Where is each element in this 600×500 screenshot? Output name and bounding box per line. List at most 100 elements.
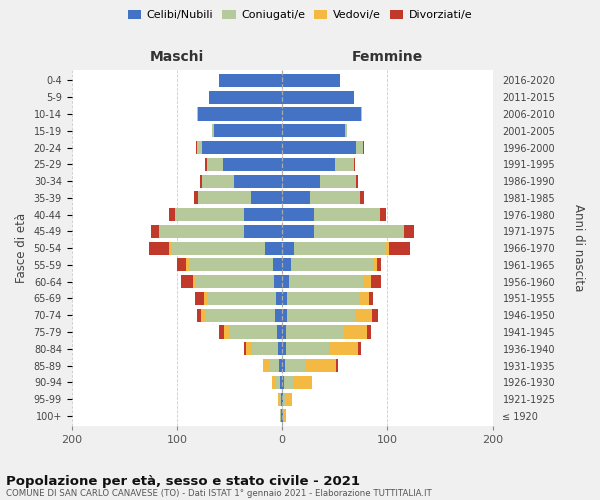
Bar <box>198 108 282 120</box>
Bar <box>224 326 230 338</box>
Bar <box>377 258 381 272</box>
Bar <box>310 192 360 204</box>
Bar <box>219 74 282 87</box>
Bar <box>282 275 289 288</box>
Bar <box>281 410 282 422</box>
Bar <box>282 410 283 422</box>
Bar <box>275 308 282 322</box>
Bar <box>356 141 363 154</box>
Bar <box>278 342 282 355</box>
Bar <box>282 124 346 138</box>
Bar <box>363 141 364 154</box>
Bar <box>282 292 287 305</box>
Bar <box>286 359 307 372</box>
Bar <box>187 258 188 272</box>
Bar <box>195 275 274 288</box>
Bar <box>282 342 286 355</box>
Bar <box>307 359 336 372</box>
Bar <box>361 108 362 120</box>
Bar <box>223 158 282 171</box>
Bar <box>263 359 269 372</box>
Bar <box>181 275 193 288</box>
Bar <box>214 124 282 138</box>
Bar <box>219 326 224 338</box>
Legend: Celibi/Nubili, Coniugati/e, Vedovi/e, Divorziati/e: Celibi/Nubili, Coniugati/e, Vedovi/e, Di… <box>124 6 476 25</box>
Bar <box>206 308 275 322</box>
Bar <box>284 410 286 422</box>
Bar <box>356 174 358 188</box>
Bar <box>234 174 282 188</box>
Bar <box>282 192 310 204</box>
Bar <box>320 174 356 188</box>
Bar <box>359 292 368 305</box>
Bar <box>282 242 294 254</box>
Bar <box>373 258 377 272</box>
Bar <box>371 275 381 288</box>
Bar <box>368 292 373 305</box>
Bar <box>287 292 359 305</box>
Bar <box>197 308 201 322</box>
Bar <box>314 208 379 221</box>
Bar <box>282 158 335 171</box>
Bar <box>294 242 386 254</box>
Bar <box>282 376 284 389</box>
Bar <box>379 208 380 221</box>
Bar <box>367 326 371 338</box>
Bar <box>196 141 197 154</box>
Bar <box>282 258 290 272</box>
Bar <box>386 242 389 254</box>
Bar <box>380 208 386 221</box>
Bar <box>265 242 282 254</box>
Bar <box>282 326 286 338</box>
Bar <box>335 158 354 171</box>
Bar <box>286 392 292 406</box>
Y-axis label: Anni di nascita: Anni di nascita <box>572 204 585 292</box>
Bar <box>244 342 247 355</box>
Bar <box>201 308 206 322</box>
Bar <box>269 359 279 372</box>
Bar <box>274 275 282 288</box>
Bar <box>188 258 273 272</box>
Bar <box>160 225 244 238</box>
Text: COMUNE DI SAN CARLO CANAVESE (TO) - Dati ISTAT 1° gennaio 2021 - Elaborazione TU: COMUNE DI SAN CARLO CANAVESE (TO) - Dati… <box>6 489 432 498</box>
Bar <box>209 90 282 104</box>
Bar <box>244 225 282 238</box>
Bar <box>193 275 195 288</box>
Bar <box>170 242 265 254</box>
Bar <box>346 124 347 138</box>
Bar <box>389 242 410 254</box>
Bar <box>195 292 204 305</box>
Bar <box>273 258 282 272</box>
Bar <box>282 90 354 104</box>
Bar <box>404 225 414 238</box>
Text: Femmine: Femmine <box>352 50 423 64</box>
Bar <box>344 326 367 338</box>
Bar <box>278 392 279 406</box>
Bar <box>283 410 284 422</box>
Bar <box>151 225 159 238</box>
Bar <box>360 192 364 204</box>
Bar <box>284 376 293 389</box>
Bar <box>251 192 282 204</box>
Bar <box>281 392 282 406</box>
Bar <box>282 359 286 372</box>
Bar <box>286 326 344 338</box>
Bar <box>277 326 282 338</box>
Bar <box>282 208 314 221</box>
Bar <box>194 192 198 204</box>
Bar <box>282 74 340 87</box>
Bar <box>280 410 281 422</box>
Bar <box>356 308 371 322</box>
Bar <box>354 158 355 171</box>
Bar <box>279 359 282 372</box>
Bar <box>282 108 361 120</box>
Bar <box>200 174 202 188</box>
Bar <box>282 392 283 406</box>
Bar <box>169 208 175 221</box>
Bar <box>286 342 329 355</box>
Bar <box>208 292 276 305</box>
Bar <box>230 326 277 338</box>
Bar <box>212 124 214 138</box>
Bar <box>280 376 282 389</box>
Bar <box>205 158 208 171</box>
